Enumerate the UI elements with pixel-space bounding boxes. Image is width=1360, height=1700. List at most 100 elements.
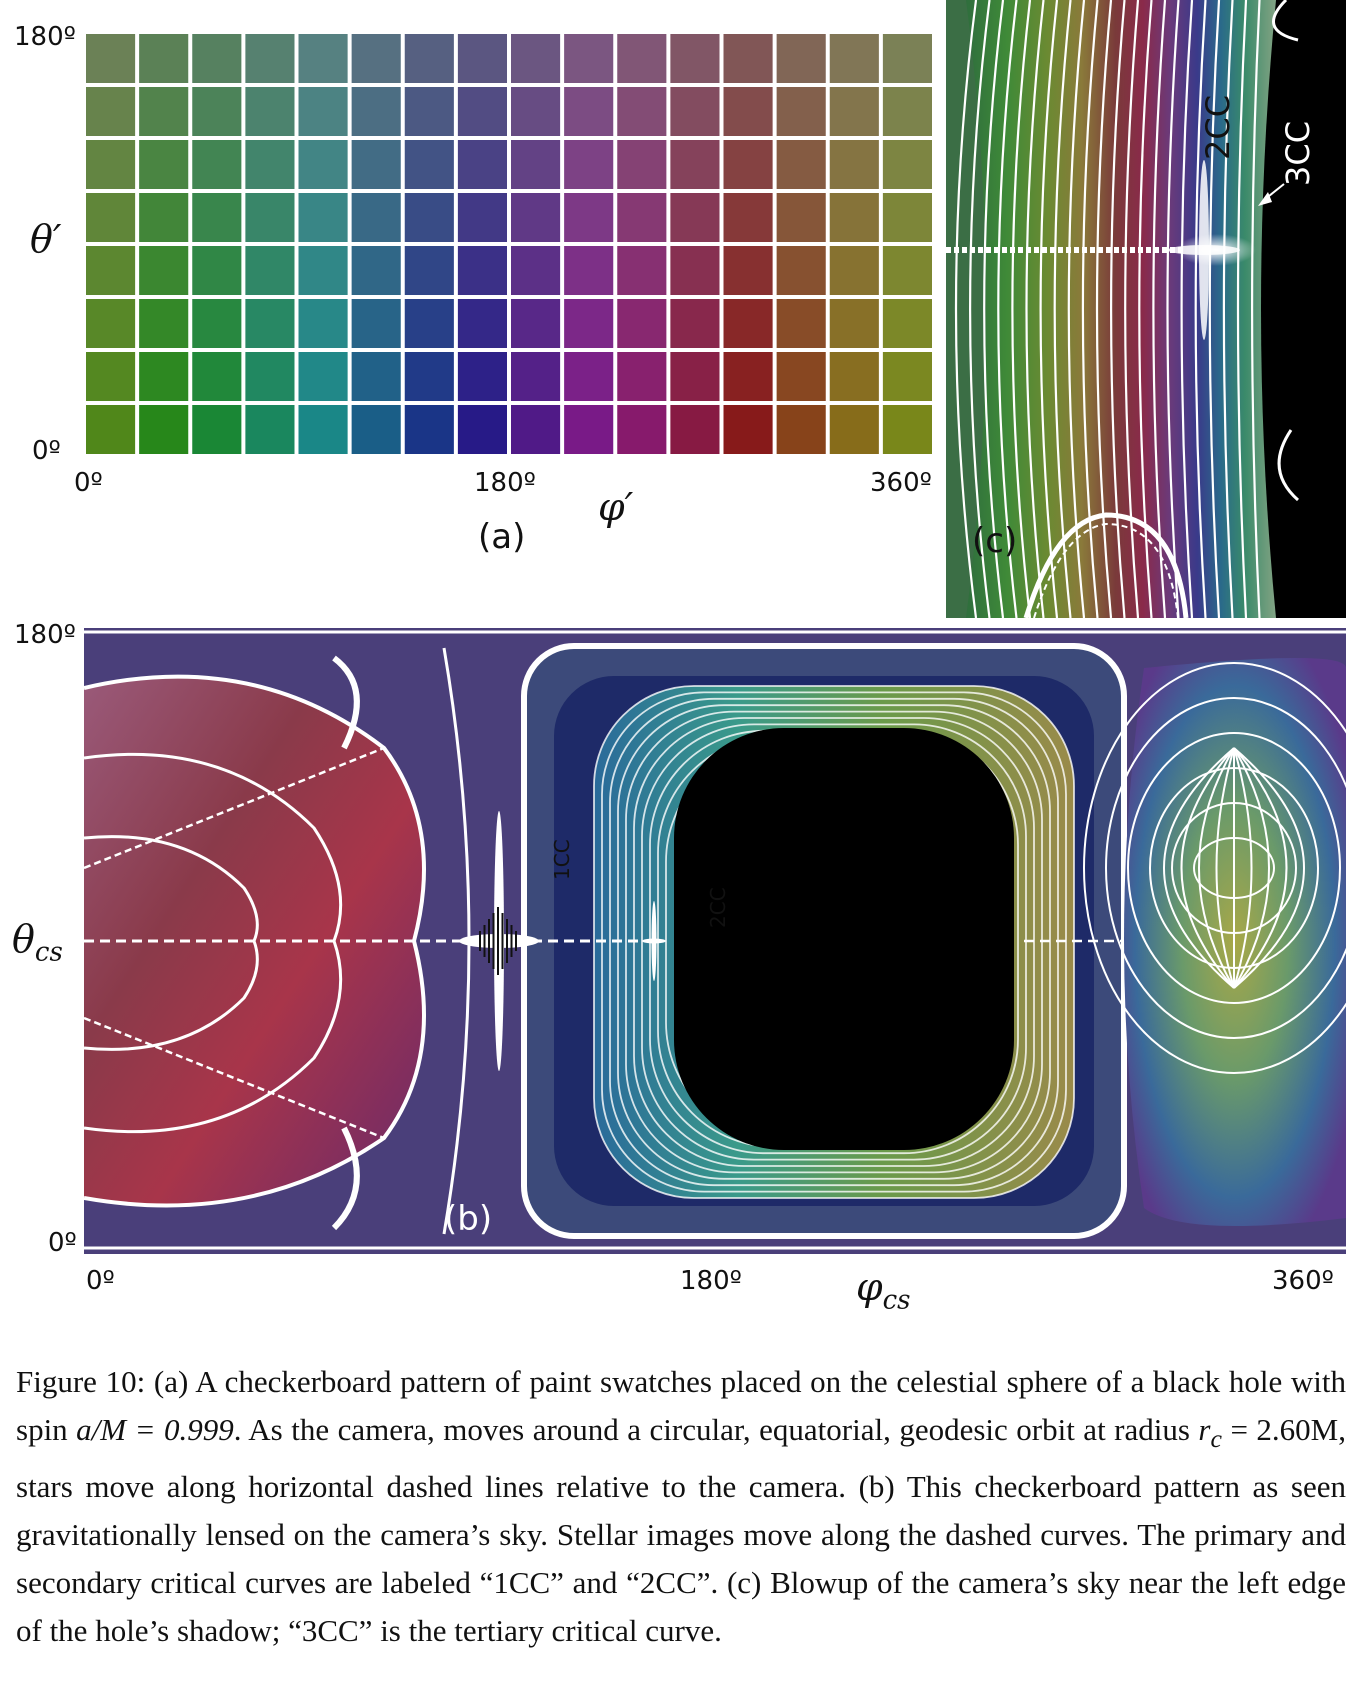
lensed-grid-curve [997, 0, 1018, 618]
paint-swatch [882, 299, 932, 348]
paint-swatch [564, 140, 614, 189]
lensed-grid-curve [954, 0, 978, 618]
paint-swatch [351, 246, 401, 295]
paint-swatch [457, 87, 507, 136]
paint-swatch [404, 34, 454, 83]
panel-b-label-1cc: 1CC [550, 839, 574, 880]
paint-swatch [245, 140, 295, 189]
paint-swatch [351, 87, 401, 136]
paint-swatch [723, 405, 773, 454]
paint-swatch [351, 193, 401, 242]
paint-swatch [829, 87, 879, 136]
paint-swatch [86, 352, 136, 401]
paint-swatch [511, 299, 561, 348]
lensed-meridian-curve [1180, 747, 1235, 989]
panel-c-letter: (c) [972, 521, 1018, 561]
paint-swatch [564, 193, 614, 242]
panel-b-letter: (b) [444, 1199, 493, 1239]
paint-swatch [404, 193, 454, 242]
paint-swatch [564, 34, 614, 83]
paint-swatch [511, 193, 561, 242]
paint-swatch [776, 34, 826, 83]
lensed-grid-curve [1138, 0, 1153, 618]
paint-swatch [723, 352, 773, 401]
paint-swatch [511, 405, 561, 454]
paint-swatch [404, 405, 454, 454]
lensed-parallel-curve [1105, 697, 1346, 1039]
lensed-parallel-curve [1083, 662, 1346, 1074]
paint-swatch [882, 352, 932, 401]
paint-swatch [723, 140, 773, 189]
paint-swatch [723, 193, 773, 242]
panel-a-letter: (a) [478, 517, 526, 557]
paint-swatch [139, 34, 189, 83]
paint-swatch [86, 246, 136, 295]
paint-swatch [882, 140, 932, 189]
lensed-grid-curve [1110, 0, 1126, 618]
paint-swatch [882, 193, 932, 242]
paint-swatch [298, 87, 348, 136]
lensed-grid-curve [1053, 0, 1072, 618]
lensed-meridian-curve [1233, 747, 1253, 989]
lensed-grid-curve [1067, 0, 1086, 618]
paint-swatch [404, 352, 454, 401]
paint-swatch [404, 87, 454, 136]
paint-swatch [564, 405, 614, 454]
lensed-grid-curve [1236, 0, 1248, 618]
paint-swatch [511, 87, 561, 136]
lensed-parallel-curve [1127, 732, 1341, 1004]
paint-swatch [457, 34, 507, 83]
panel-c-label-3cc: 3CC [1279, 120, 1317, 186]
panel-b-y-min-label: 0º [48, 1228, 77, 1258]
paint-swatch [511, 352, 561, 401]
panel-b-x-mid-label: 180º [680, 1266, 742, 1296]
paint-swatch [139, 193, 189, 242]
paint-swatch [617, 246, 667, 295]
paint-swatch [245, 34, 295, 83]
paint-swatch [192, 193, 242, 242]
paint-swatch [457, 405, 507, 454]
paint-swatch [829, 140, 879, 189]
panel-b-y-max-label: 180º [14, 620, 76, 650]
panel-a-x-axis-symbol: φ′ [598, 485, 634, 529]
paint-swatch [776, 87, 826, 136]
paint-swatch [829, 299, 879, 348]
paint-swatch [670, 140, 720, 189]
paint-swatch [882, 405, 932, 454]
paint-swatch [192, 140, 242, 189]
lensed-grid-curve [1124, 0, 1140, 618]
paint-swatch [245, 193, 295, 242]
paint-swatch [404, 299, 454, 348]
paint-swatch [86, 299, 136, 348]
paint-swatch [776, 405, 826, 454]
paint-swatch [351, 34, 401, 83]
paint-swatch [511, 140, 561, 189]
paint-swatch [723, 246, 773, 295]
lensed-grid-curve [1180, 0, 1194, 618]
paint-swatch [564, 352, 614, 401]
paint-swatch [139, 87, 189, 136]
paint-swatch [139, 246, 189, 295]
lensed-grid-curve [1208, 0, 1221, 618]
paint-swatch [245, 246, 295, 295]
paint-swatch [139, 140, 189, 189]
paint-swatch [192, 87, 242, 136]
paint-swatch [351, 405, 401, 454]
paint-swatch [882, 34, 932, 83]
paint-swatch [617, 352, 667, 401]
paint-swatch [404, 140, 454, 189]
paint-swatch [617, 34, 667, 83]
lensed-grid-curve [1194, 0, 1207, 618]
panel-a-y-max-label: 180º [14, 22, 76, 52]
paint-swatch [298, 34, 348, 83]
paint-swatch [776, 193, 826, 242]
paint-swatch [457, 193, 507, 242]
paint-swatch [776, 352, 826, 401]
lensed-grid-curve [1166, 0, 1180, 618]
paint-swatch [86, 140, 136, 189]
paint-swatch [829, 246, 879, 295]
paint-swatch [617, 87, 667, 136]
paint-swatch [670, 193, 720, 242]
panel-a-y-axis-symbol: θ′ [30, 217, 62, 261]
lensed-grid-curve [1251, 0, 1261, 618]
